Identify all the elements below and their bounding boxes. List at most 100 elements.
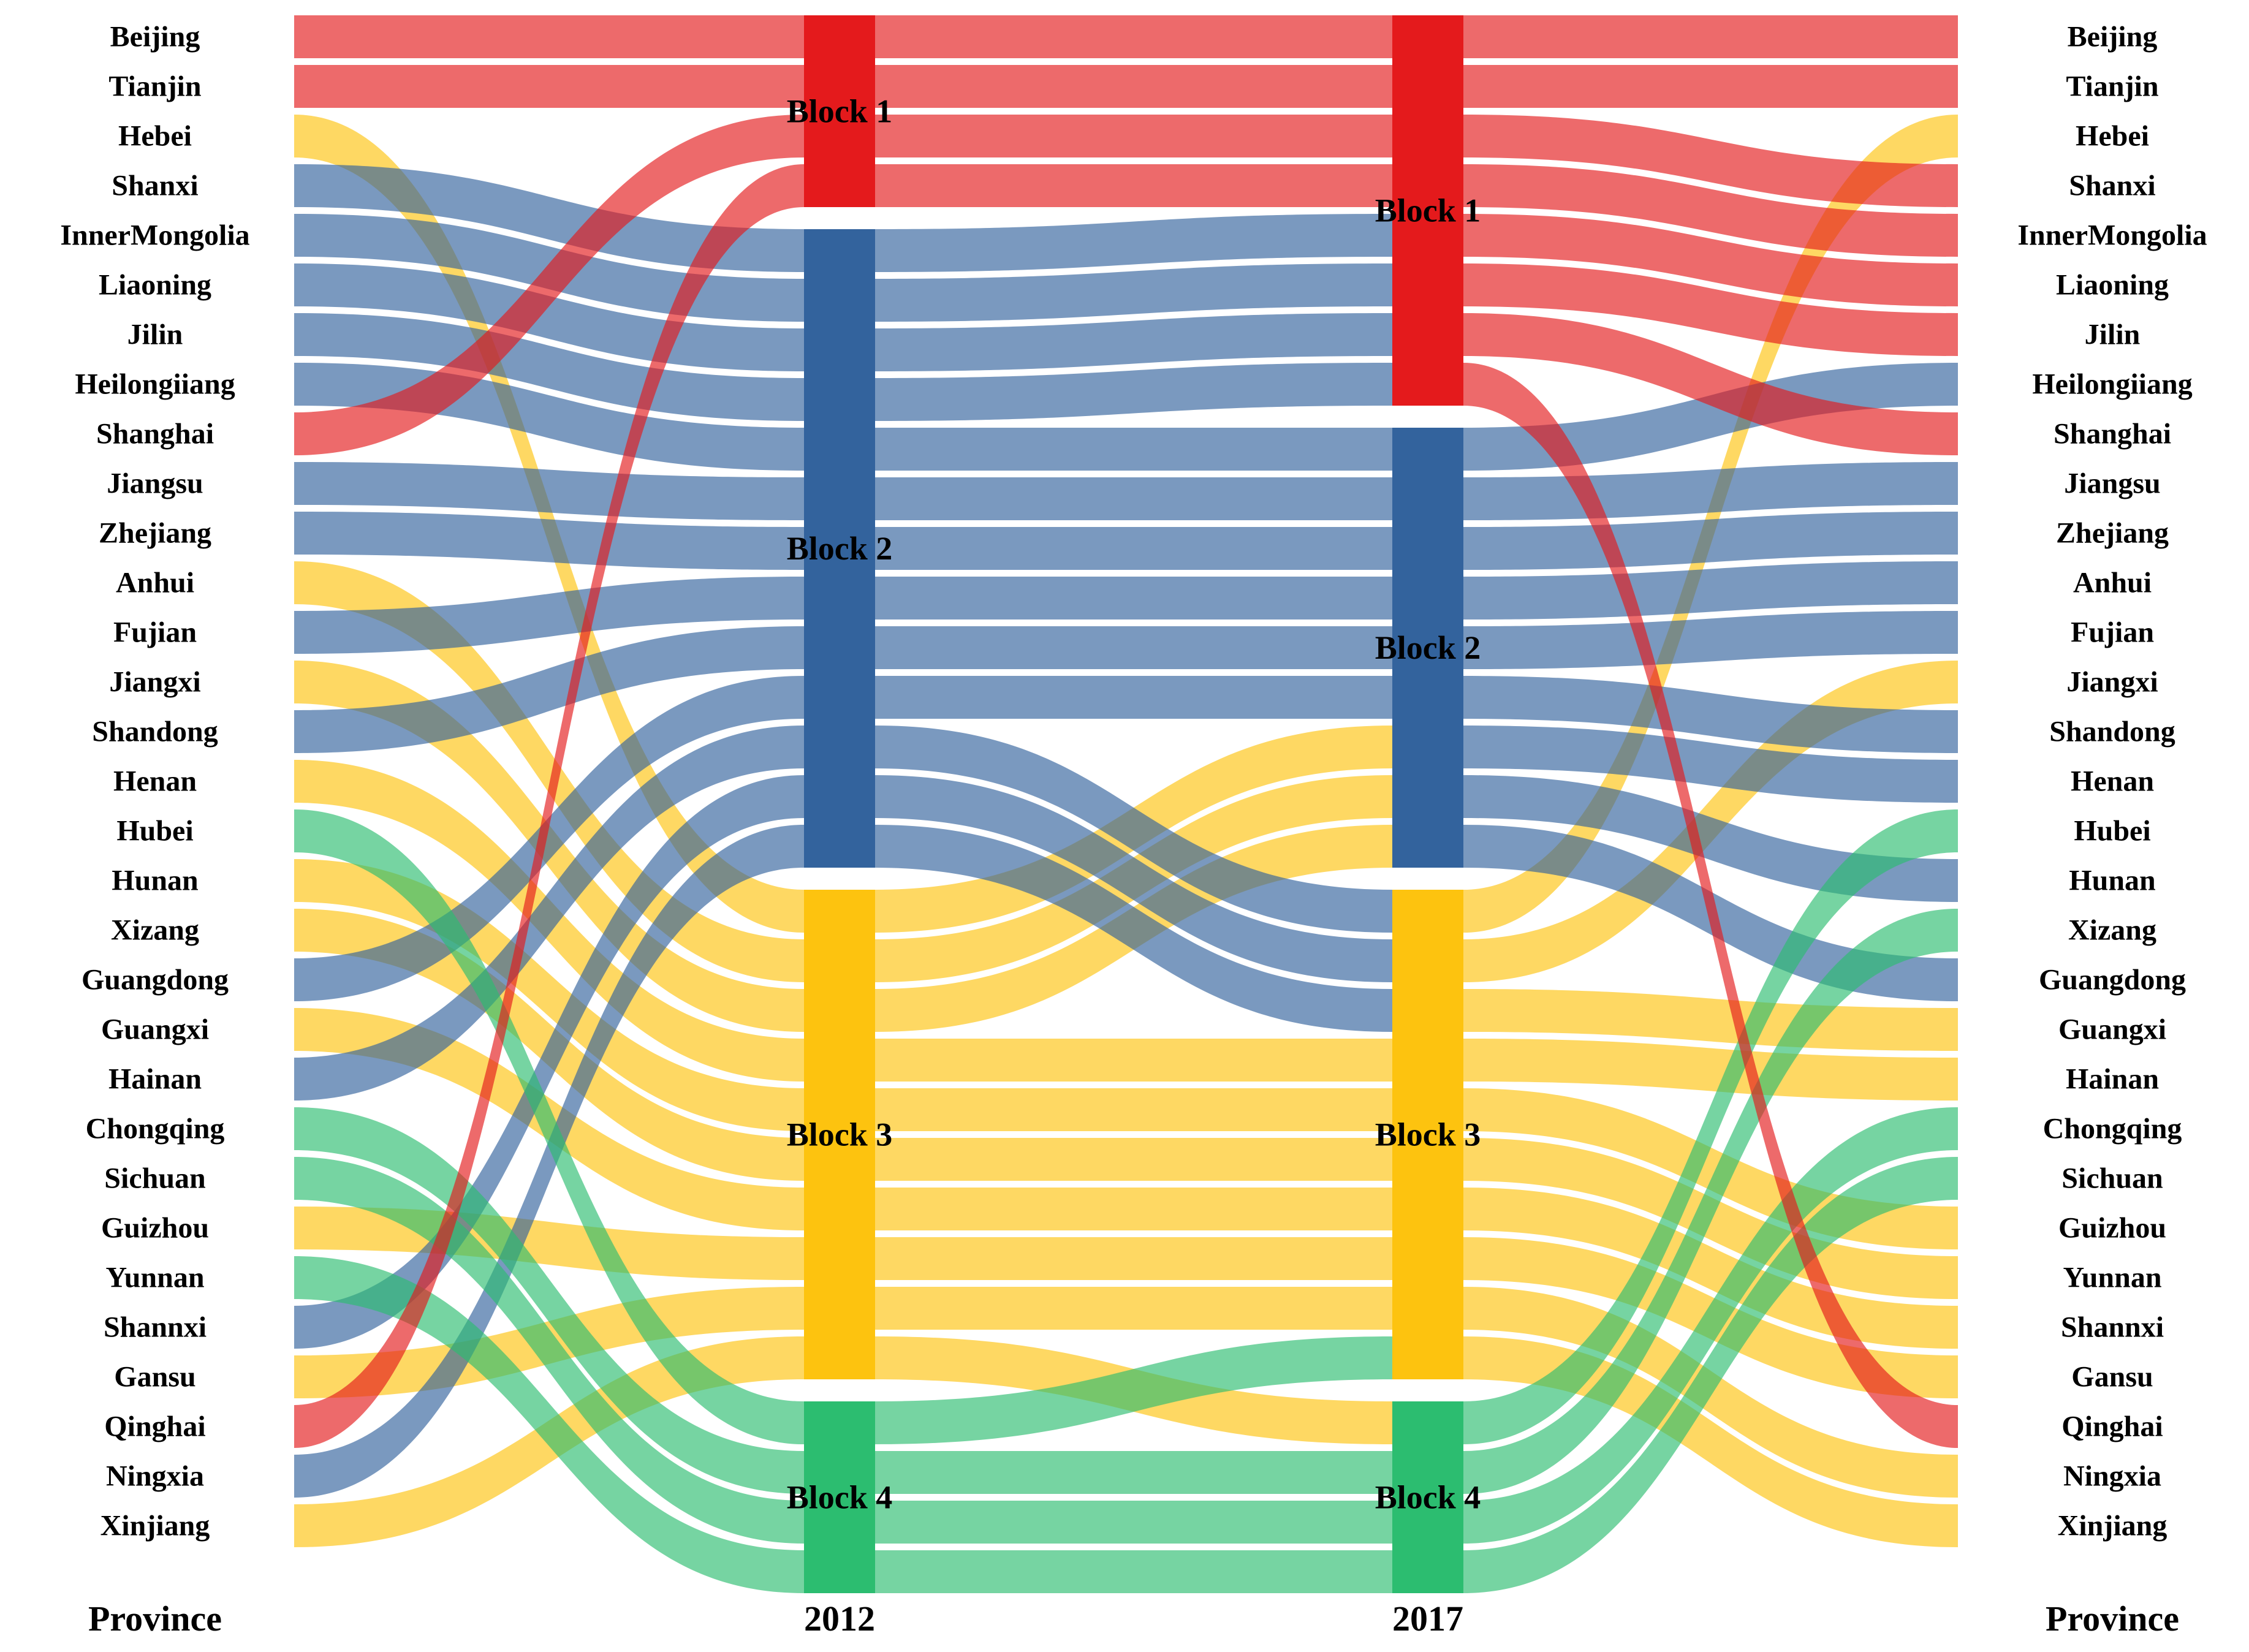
flow-province-to-2012 [294,626,804,753]
block-node [1392,428,1463,868]
province-label-right: Guangxi [2058,1014,2166,1046]
flow-2017-to-province [1463,676,1958,753]
province-label-right: Beijing [2068,21,2158,53]
flow-2017-to-province [1463,775,1958,902]
flow-2012-to-2017 [875,214,1392,272]
block-node [1392,1401,1463,1593]
flow-province-to-2012 [294,825,804,1498]
province-label-right: Guangdong [2039,964,2186,996]
province-label-left: Chongqing [86,1113,225,1145]
flow-2017-to-province [1463,363,1958,471]
flow-province-to-2012 [294,1107,804,1494]
province-label-left: Jiangxi [109,666,200,699]
flow-2012-to-2017 [875,1287,1392,1330]
flow-province-to-2012 [294,164,804,1448]
province-label-left: Hunan [112,865,198,897]
flow-province-to-2012 [294,65,804,108]
province-label-right: InnerMongolia [2017,219,2207,252]
axis-label-2012: 2012 [804,1599,875,1639]
province-label-right: Tianjin [2066,70,2158,103]
province-label-right: Qinghai [2061,1411,2163,1443]
block-label: Block 2 [787,530,893,567]
flow-2012-to-2017 [875,676,1392,719]
flow-2017-to-province [1463,1336,1958,1547]
block-node [1392,890,1463,1379]
province-label-left: Sichuan [104,1162,205,1195]
flow-2017-to-province [1463,462,1958,520]
province-label-right: Zhejiang [2056,517,2169,550]
province-label-left: Zhejiang [99,517,211,550]
province-label-right: Hunan [2069,865,2155,897]
province-label-right: Heilongiiang [2032,368,2192,401]
flow-2012-to-2017 [875,65,1392,108]
province-label-right: Hainan [2066,1063,2159,1096]
flow-2017-to-province [1463,1157,1958,1593]
flow-2017-to-province [1463,65,1958,108]
province-label-right: Hubei [2074,815,2150,847]
flow-2017-to-province [1463,214,1958,306]
flow-province-to-2012 [294,1256,804,1593]
province-label-right: Yunnan [2063,1262,2161,1294]
province-label-right: Anhui [2073,567,2152,599]
province-label-right: Shannxi [2061,1311,2164,1344]
flow-province-to-2012 [294,115,804,455]
block-label: Block 4 [1375,1479,1481,1516]
province-label-left: Xizang [111,914,199,947]
flow-2012-to-2017 [875,1336,1392,1444]
province-label-left: Liaoning [99,269,211,301]
flow-province-to-2012 [294,512,804,570]
block-label: Block 3 [787,1116,893,1153]
flow-province-to-2012 [294,726,804,1101]
province-label-right: Shanghai [2054,418,2171,450]
flow-province-to-2012 [294,577,804,654]
flow-2012-to-2017 [875,1550,1392,1593]
axis-label-2017: 2017 [1392,1599,1463,1639]
flow-2012-to-2017 [875,15,1392,58]
flow-2012-to-2017 [875,825,1392,1032]
province-label-left: Jilin [127,319,183,351]
province-label-right: Ningxia [2063,1460,2161,1493]
province-label-right: Shanxi [2069,170,2155,202]
flow-province-to-2012 [294,775,804,1349]
flow-2012-to-2017 [875,726,1392,933]
province-label-left: Jiangsu [107,468,203,500]
flow-2012-to-2017 [875,1039,1392,1082]
block-node [804,890,875,1379]
province-label-left: Anhui [116,567,194,599]
block-label: Block 1 [787,93,893,130]
province-label-left: Shannxi [104,1311,207,1344]
flow-2017-to-province [1463,512,1958,570]
flow-2017-to-province [1463,1107,1958,1544]
axis-label-province-right: Province [2046,1599,2179,1639]
province-label-left: Guizhou [101,1212,209,1245]
flow-province-to-2012 [294,263,804,371]
province-label-left: Hainan [108,1063,202,1096]
flow-2012-to-2017 [875,1501,1392,1544]
flow-province-to-2012 [294,15,804,58]
province-label-left: Ningxia [106,1460,204,1493]
flow-2017-to-province [1463,263,1958,356]
province-label-right: Chongqing [2043,1113,2182,1145]
flow-2012-to-2017 [875,263,1392,322]
block-label: Block 1 [1375,192,1481,229]
province-label-left: Hubei [116,815,193,847]
province-label-left: Qinghai [104,1411,205,1443]
flow-2012-to-2017 [875,363,1392,421]
block-node [804,15,875,207]
province-label-left: Shanghai [96,418,214,450]
province-label-left: Henan [113,765,197,798]
flow-2012-to-2017 [875,428,1392,471]
flow-2017-to-province [1463,313,1958,455]
flow-2017-to-province [1463,15,1958,58]
flow-2012-to-2017 [875,1088,1392,1131]
flow-2012-to-2017 [875,775,1392,982]
flow-2017-to-province [1463,909,1958,1494]
province-label-left: Gansu [114,1361,195,1393]
province-label-right: Fujian [2071,616,2154,649]
block-node [1392,15,1463,406]
flow-2012-to-2017 [875,115,1392,157]
flow-2012-to-2017 [875,313,1392,371]
flow-province-to-2012 [294,561,804,982]
